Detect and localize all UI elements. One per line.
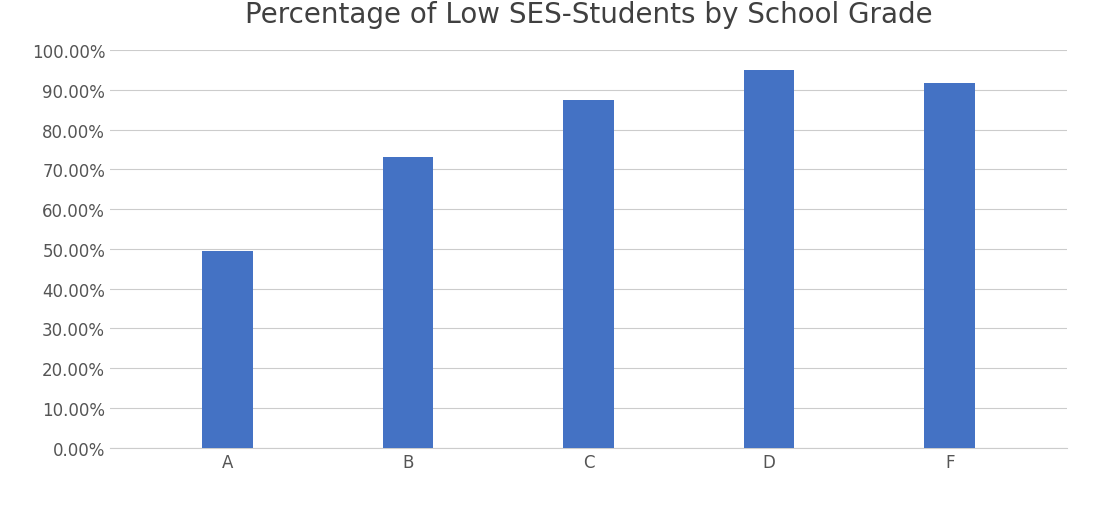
Title: Percentage of Low SES-Students by School Grade: Percentage of Low SES-Students by School…: [244, 1, 933, 29]
Bar: [563, 101, 614, 448]
Bar: [202, 251, 253, 448]
Bar: [383, 158, 433, 448]
Bar: [924, 84, 975, 448]
Bar: [744, 71, 794, 448]
